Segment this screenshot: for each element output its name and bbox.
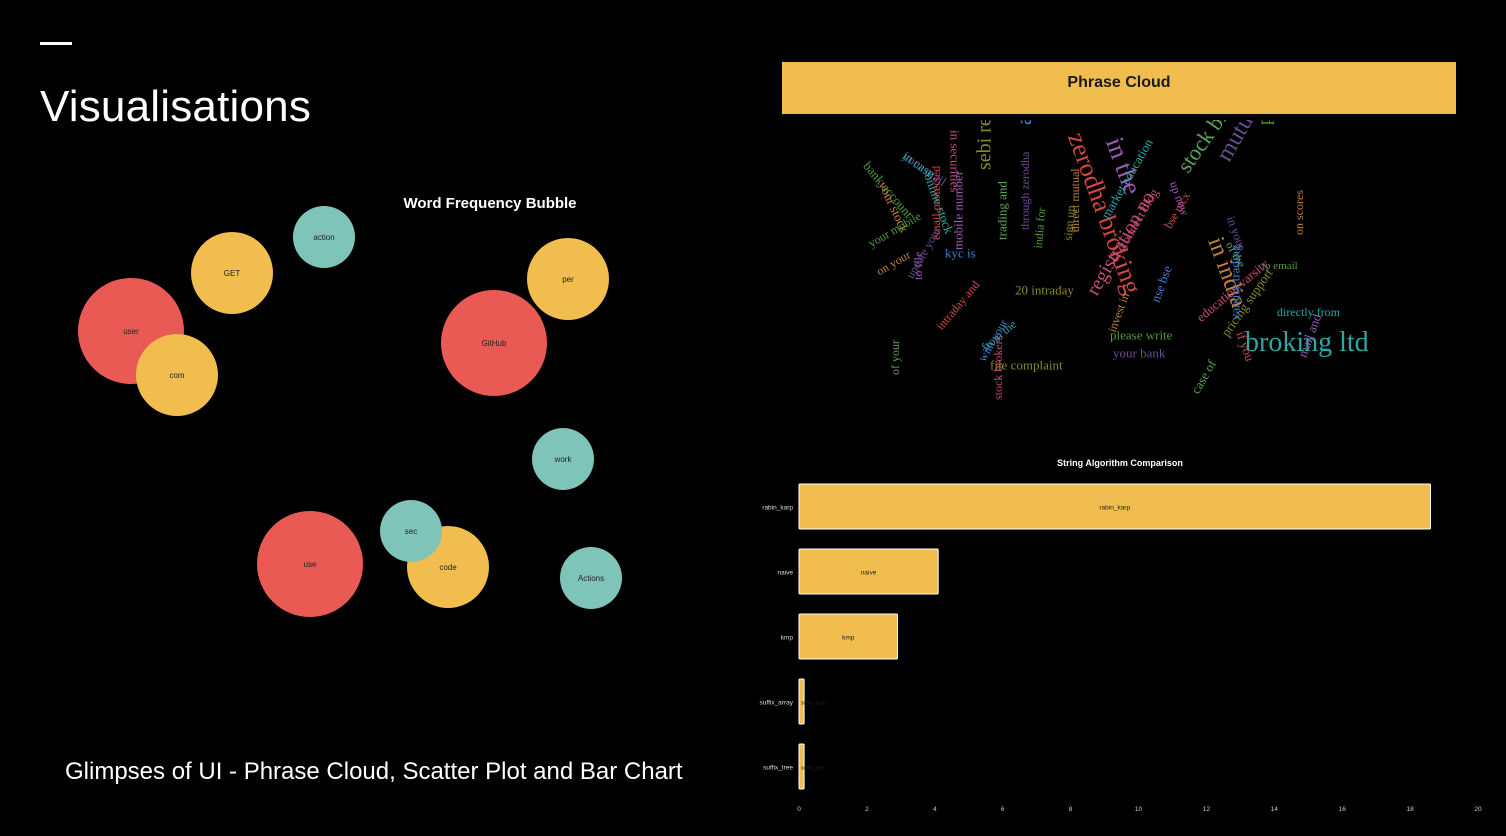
page-title: Visualisations	[40, 82, 312, 131]
cloud-phrase: india for	[1031, 207, 1049, 249]
cloud-phrase: 20 intraday	[1015, 283, 1074, 298]
bar-rabin_karp	[798, 483, 1431, 530]
cloud-phrase: your bank	[1113, 346, 1166, 361]
cloud-phrase: kyc is	[945, 246, 976, 261]
bubble-label: use	[304, 560, 317, 569]
bubble-chart-title: Word Frequency Bubble	[403, 195, 576, 212]
x-tick-label: 2	[865, 806, 869, 813]
x-tick-label: 12	[1203, 806, 1211, 813]
cloud-phrase: please write	[1110, 328, 1173, 343]
bar-category-label: suffix_tree	[763, 765, 793, 772]
cloud-phrase: to file	[911, 252, 925, 280]
bubble-actions	[560, 547, 622, 609]
x-tick-label: 6	[1001, 806, 1005, 813]
cloud-phrase: in case	[900, 148, 938, 181]
bar-naive	[798, 548, 939, 595]
x-tick-label: 20	[1474, 806, 1482, 813]
bar-category-label: kmp	[781, 635, 794, 642]
x-tick-label: 4	[933, 806, 937, 813]
bar-inner-label: naive	[861, 570, 877, 577]
cloud-phrase: file complaint	[990, 358, 1063, 373]
cloud-phrase: nse bse	[1148, 263, 1175, 304]
cloud-phrase: in securities	[947, 130, 962, 192]
x-tick-label: 14	[1271, 806, 1279, 813]
x-tick-label: 8	[1069, 806, 1073, 813]
cloud-phrase: varsity trading	[1228, 244, 1243, 320]
string-algorithm-bar-chart: String Algorithm Comparison rabin_karp ra…	[760, 458, 1482, 813]
bubble-get	[191, 232, 273, 314]
cloud-phrase: case of	[1188, 357, 1220, 397]
cloud-phrase: to email	[1262, 260, 1298, 272]
cloud-phrase: trading and	[995, 181, 1010, 240]
bubble-use	[257, 511, 363, 617]
bubble-per	[527, 238, 609, 320]
bar-inner-label: kmp	[842, 635, 855, 642]
bar-suffix_tree	[798, 743, 805, 790]
cloud-phrase: through zerodha	[1018, 151, 1032, 230]
bar-inner-label: suffix_array	[801, 701, 827, 707]
bar-category-label: suffix_array	[760, 700, 794, 707]
bar-kmp	[798, 613, 898, 660]
cloud-phrase: stock brokers	[991, 335, 1005, 400]
bar-inner-label: suffix_tree	[801, 766, 824, 772]
bubble-label: GET	[224, 269, 241, 278]
accent-line	[40, 42, 72, 45]
word-frequency-bubble-chart: Word Frequency Bubble action GET user com pe…	[78, 195, 622, 617]
bar-category-label: naive	[777, 570, 793, 577]
bubble-label: work	[554, 455, 573, 464]
cloud-phrase: on scores	[1292, 190, 1306, 235]
x-tick-label: 10	[1135, 806, 1143, 813]
bubble-label: Actions	[578, 574, 604, 583]
bubble-work	[532, 428, 594, 490]
bubble-label: action	[313, 233, 334, 242]
cloud-phrase: products pricing	[1254, 120, 1274, 125]
bubble-github	[441, 290, 547, 396]
cloud-phrase: direct mutual	[1068, 168, 1082, 232]
cloud-phrase: broking ltd	[1245, 327, 1369, 358]
x-tick-label: 0	[797, 806, 801, 813]
cloud-phrase: directly from	[1277, 305, 1341, 319]
bubble-label: per	[562, 275, 574, 284]
bar-category-label: rabin_karp	[762, 505, 793, 512]
cloud-phrase: about products	[1011, 120, 1036, 125]
slide-caption: Glimpses of UI - Phrase Cloud, Scatter P…	[65, 758, 683, 785]
phrase-cloud-header: Phrase Cloud	[782, 62, 1456, 114]
bar-chart-title: String Algorithm Comparison	[1057, 458, 1183, 468]
x-tick-label: 18	[1406, 806, 1414, 813]
bubble-label: sec	[405, 527, 417, 536]
cloud-phrase: intraday and	[933, 278, 982, 333]
bar-inner-label: rabin_karp	[1099, 505, 1130, 512]
bubble-sec	[380, 500, 442, 562]
bubble-label: user	[123, 327, 139, 336]
phrase-cloud-title: Phrase Cloud	[1067, 74, 1171, 91]
cloud-phrase: sebi registration	[974, 120, 996, 170]
cloud-phrase: mobile number	[951, 170, 966, 250]
x-tick-label: 16	[1339, 806, 1347, 813]
bubble-label: com	[169, 371, 184, 380]
cloud-phrase: sign up	[1061, 205, 1078, 241]
bubble-com	[136, 334, 218, 416]
bubble-action	[293, 206, 355, 268]
bar-suffix_array	[798, 678, 805, 725]
bubble-label: code	[439, 563, 457, 572]
cloud-phrase: email protected	[929, 166, 943, 240]
bubble-label: GitHub	[482, 339, 507, 348]
cloud-phrase: of your	[888, 340, 902, 375]
